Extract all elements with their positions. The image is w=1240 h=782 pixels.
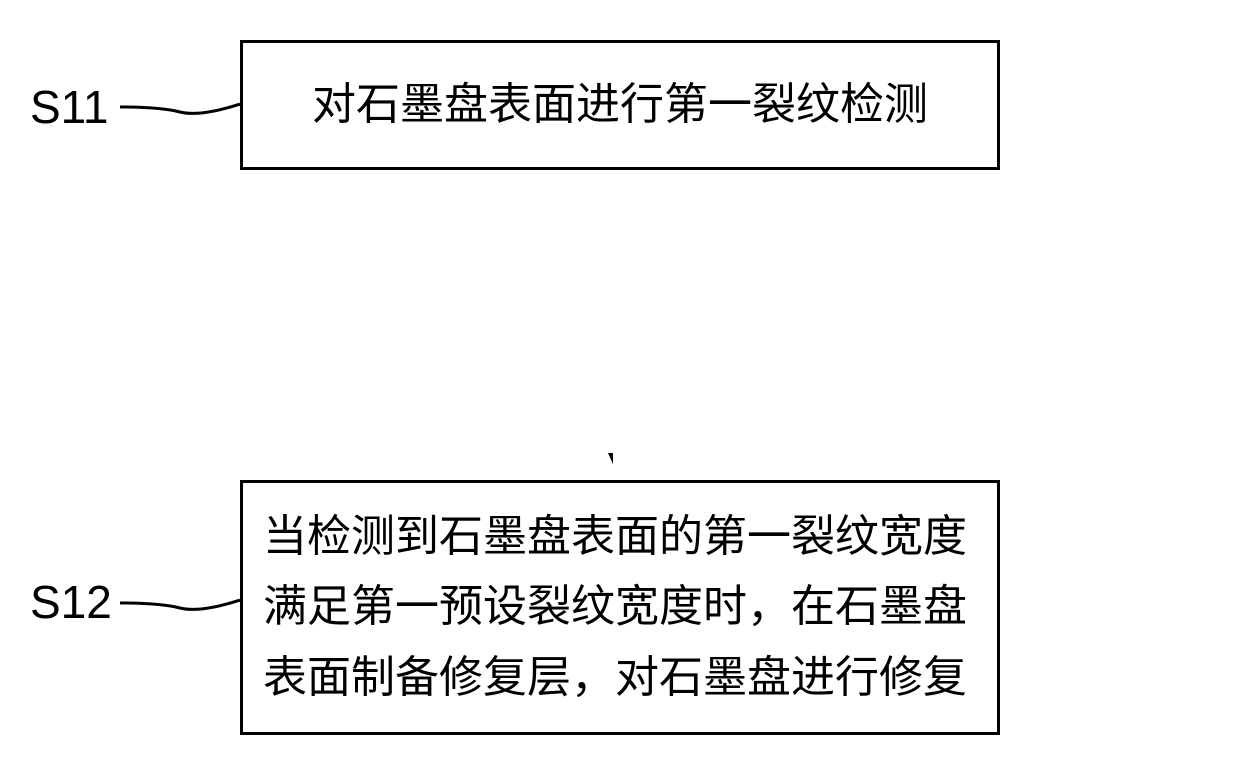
step-text-s12: 当检测到石墨盘表面的第一裂纹宽度满足第一预设裂纹宽度时，在石墨盘表面制备修复层，… — [263, 502, 977, 713]
step-label-s12: S12 — [30, 575, 112, 629]
label-text-s11: S11 — [30, 81, 108, 133]
connector-curve-s12 — [120, 588, 240, 628]
step-box-s12: 当检测到石墨盘表面的第一裂纹宽度满足第一预设裂纹宽度时，在石墨盘表面制备修复层，… — [240, 480, 1000, 735]
label-text-s12: S12 — [30, 576, 112, 628]
connector-curve-s11 — [120, 92, 240, 132]
step-box-s11: 对石墨盘表面进行第一裂纹检测 — [240, 40, 1000, 170]
step-text-s11: 对石墨盘表面进行第一裂纹检测 — [312, 70, 928, 140]
step-label-s11: S11 — [30, 80, 108, 134]
flowchart-container: S11 对石墨盘表面进行第一裂纹检测 S12 当检测到石墨盘表面的第一裂纹宽度满… — [0, 0, 1240, 782]
arrow-s11-to-s12 — [605, 173, 613, 480]
